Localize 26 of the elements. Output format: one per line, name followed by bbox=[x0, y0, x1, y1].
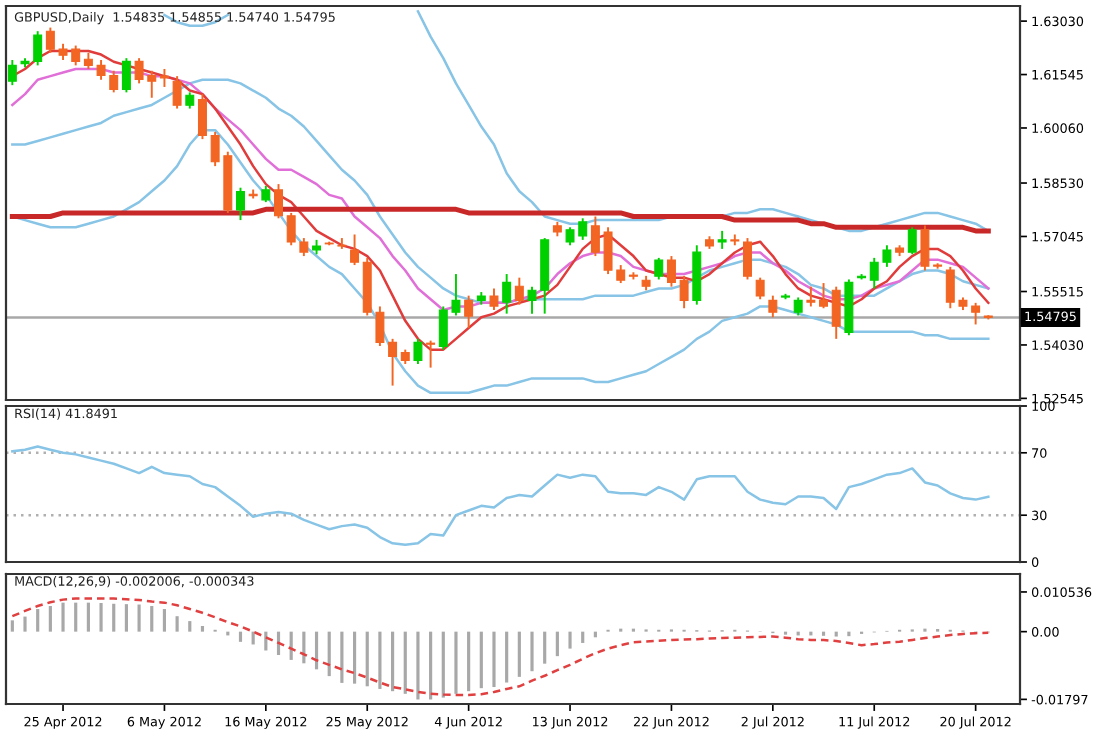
candlestick bbox=[236, 186, 245, 222]
candlestick bbox=[426, 339, 436, 369]
candlestick bbox=[666, 255, 676, 288]
candlestick bbox=[197, 93, 207, 141]
candlestick bbox=[464, 294, 474, 330]
candlestick bbox=[388, 337, 398, 387]
candlestick bbox=[413, 337, 423, 365]
candlestick bbox=[654, 256, 664, 281]
candlestick bbox=[274, 183, 283, 220]
candlestick bbox=[907, 226, 917, 256]
candlestick bbox=[350, 233, 360, 267]
candlestick bbox=[7, 59, 17, 87]
candlestick bbox=[121, 57, 131, 94]
candlestick bbox=[743, 237, 752, 281]
candlestick bbox=[502, 273, 512, 315]
candlestick bbox=[172, 75, 182, 110]
candlestick bbox=[831, 285, 841, 340]
line-series bbox=[11, 597, 990, 697]
candlestick bbox=[806, 285, 816, 308]
candlestick bbox=[755, 276, 765, 301]
candlestick bbox=[819, 282, 829, 310]
line-series bbox=[11, 445, 990, 547]
candlestick bbox=[489, 287, 499, 312]
candlestick bbox=[514, 276, 524, 306]
candlestick bbox=[679, 274, 689, 310]
candlestick bbox=[768, 294, 778, 319]
